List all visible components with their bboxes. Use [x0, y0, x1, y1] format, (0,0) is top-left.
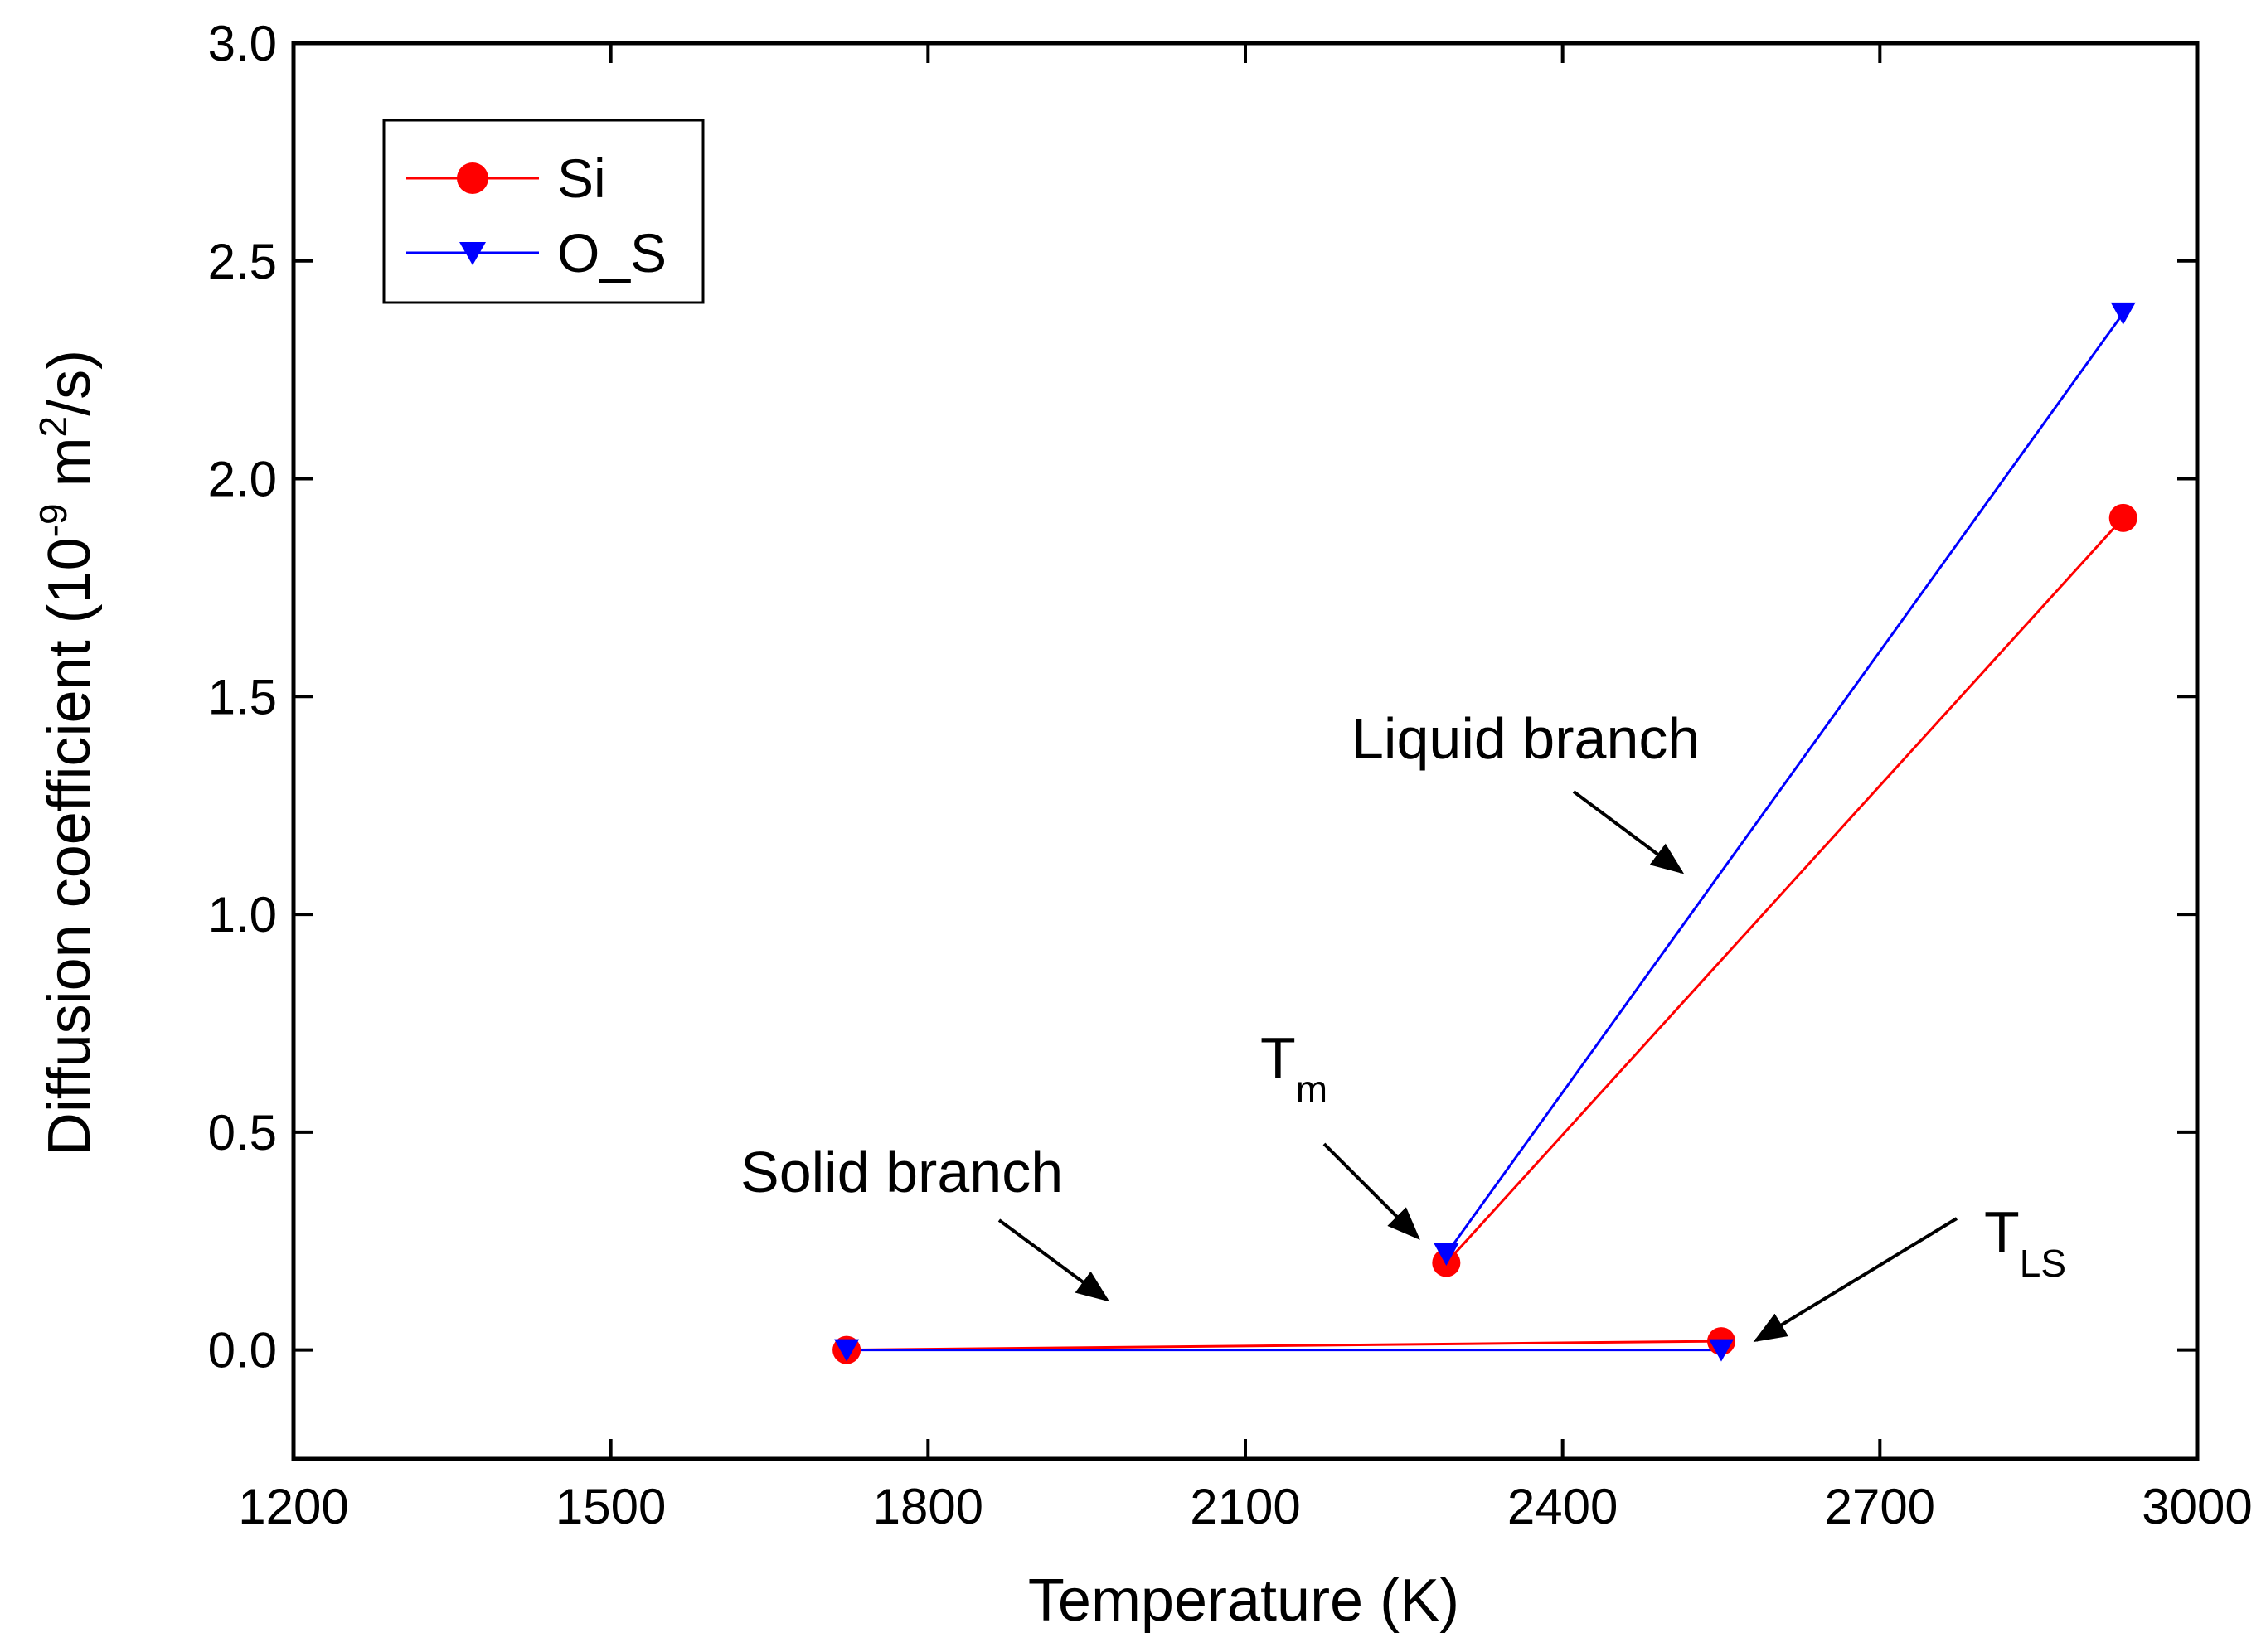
legend-si-label: Si [557, 148, 606, 209]
y-tick-label-1.5: 1.5 [208, 669, 277, 724]
legend-box [382, 119, 705, 304]
annotation-solid-arrow [997, 1218, 1110, 1302]
point-o-s-liquid-1 [2110, 302, 2136, 325]
annotation-solid-branch: Solid branch [740, 1140, 1063, 1204]
y-axis-title: Diffusion coefficient (10-9 m2/s) [32, 350, 103, 1155]
y-axis-exp-2: 2 [32, 416, 75, 438]
x-tick-label-2100: 2100 [1190, 1479, 1300, 1534]
legend: Si O_S [382, 119, 705, 304]
x-tick-label-2700: 2700 [1825, 1479, 1935, 1534]
y-tick-label-2.5: 2.5 [208, 234, 277, 289]
x-tick-label-2400: 2400 [1507, 1479, 1618, 1534]
x-axis-ticks: 1200 1500 1800 2100 2400 2700 3000 [238, 43, 2253, 1534]
annotation-tls-sub: LS [2020, 1242, 2066, 1285]
x-tick-label-1500: 1500 [556, 1479, 666, 1534]
x-tick-label-3000: 3000 [2142, 1479, 2252, 1534]
annotation-tls-arrow [1753, 1217, 1958, 1343]
annotation-tm-arrow [1322, 1142, 1420, 1240]
y-tick-label-2.0: 2.0 [208, 452, 277, 507]
x-axis-title: Temperature (K) [1028, 1567, 1459, 1634]
y-axis-exp-1: -9 [32, 503, 75, 537]
series-line-o-s-liquid [1445, 312, 2124, 1255]
point-o-s-liquid-0 [1434, 1243, 1459, 1266]
annotation-tm: Tm [1260, 1025, 1327, 1111]
annotation-liquid-branch: Liquid branch [1351, 706, 1700, 771]
annotation-tm-sub: m [1296, 1068, 1327, 1111]
x-tick-label-1800: 1800 [873, 1479, 983, 1534]
legend-os-marker [459, 242, 486, 265]
legend-si-marker [457, 162, 488, 194]
y-tick-label-0.0: 0.0 [208, 1323, 277, 1378]
annotation-liquid-arrow [1572, 790, 1685, 874]
annotation-tls: TLS [1984, 1199, 2066, 1285]
point-si-liquid-1 [2108, 503, 2137, 532]
point-o-s-solid-1 [1709, 1339, 1734, 1362]
y-tick-label-1.0: 1.0 [208, 887, 277, 942]
y-tick-label-0.5: 0.5 [208, 1105, 277, 1160]
y-tick-label-3.0: 3.0 [208, 16, 277, 71]
series-line-si-liquid [1445, 516, 2124, 1264]
legend-os-label: O_S [557, 222, 667, 283]
series-line-si-solid [847, 1340, 1722, 1352]
y-axis-ticks: 0.0 0.5 1.0 1.5 2.0 2.5 3.0 [208, 16, 2197, 1378]
point-o-s-solid-0 [834, 1339, 860, 1362]
series-layer [832, 302, 2137, 1364]
x-tick-label-1200: 1200 [238, 1479, 348, 1534]
